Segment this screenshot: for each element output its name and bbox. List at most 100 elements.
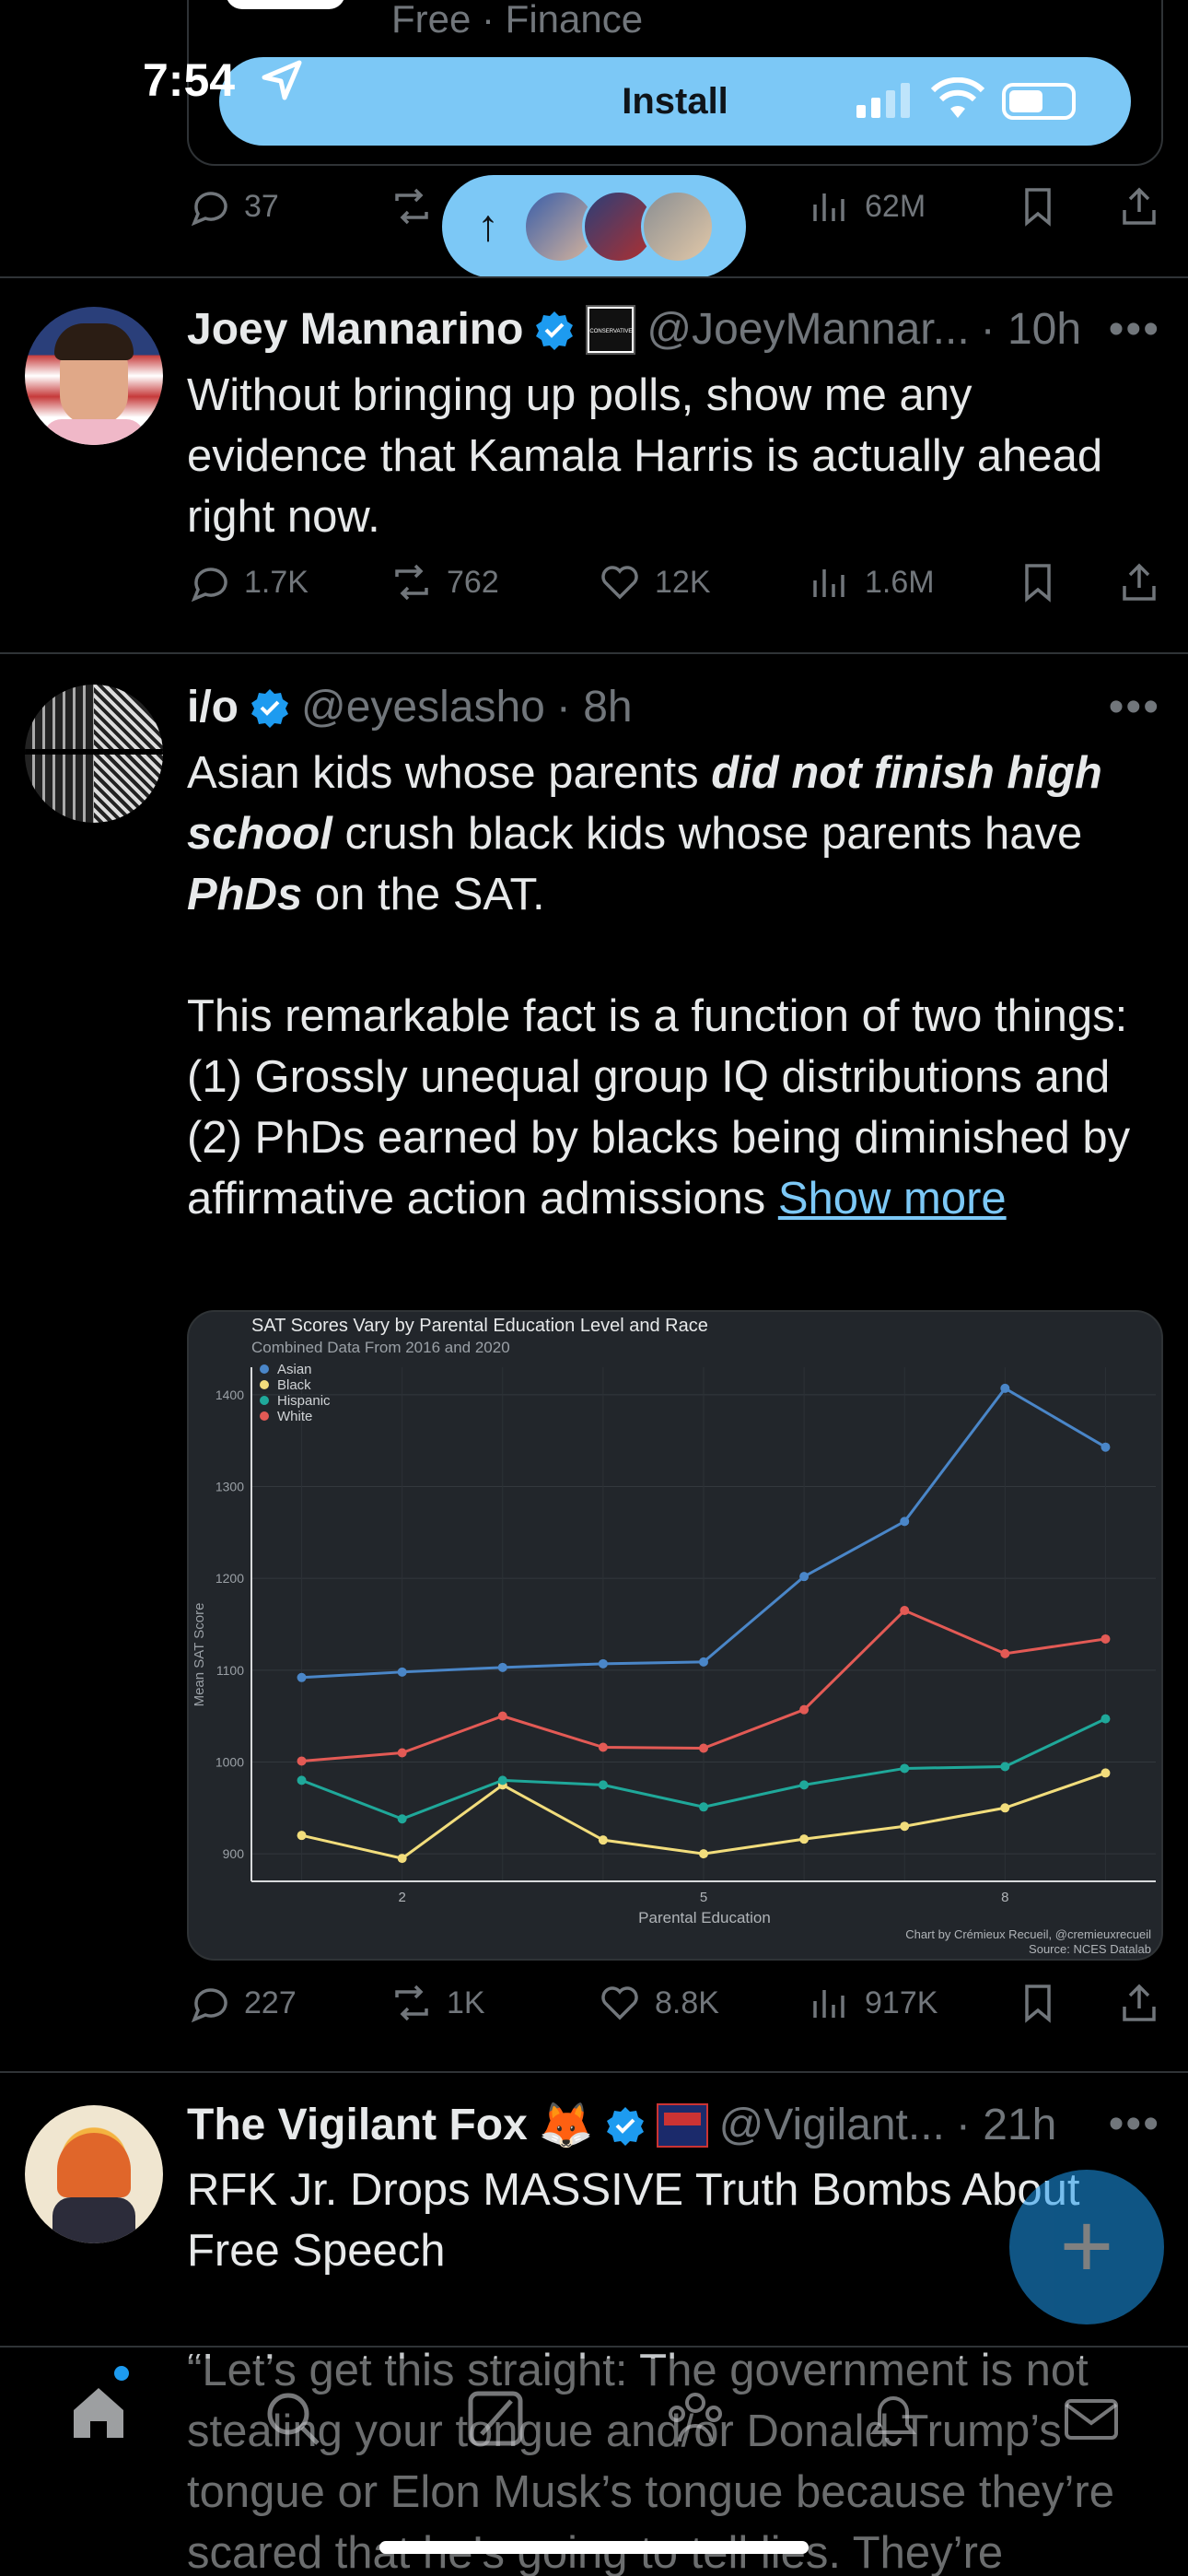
reply-button[interactable]: 1.7K [187, 560, 309, 604]
data-point-black [598, 1835, 608, 1845]
avatar[interactable] [25, 2105, 163, 2243]
data-point-white [900, 1606, 910, 1616]
sat-line-chart: SAT Scores Vary by Parental Education Le… [192, 1316, 1156, 1956]
show-more-link[interactable]: Show more [777, 1174, 1007, 1224]
install-banner-button[interactable]: Install [219, 57, 1131, 146]
views-icon [813, 1990, 844, 2018]
avatar[interactable] [25, 307, 163, 445]
x-tick-label: 8 [1001, 1890, 1008, 1905]
chart-ylabel: Mean SAT Score [192, 1603, 207, 1707]
reply-count: 227 [244, 1985, 297, 2020]
previous-tweet-card[interactable]: Free · Finance [187, 0, 1163, 166]
author-name[interactable]: Joey Mannarino [187, 305, 524, 354]
data-point-hispanic [497, 1775, 507, 1786]
chart-title: SAT Scores Vary by Parental Education Le… [251, 1316, 708, 1336]
more-options-icon[interactable]: ••• [1108, 2100, 1160, 2149]
repost-icon [395, 1985, 428, 2021]
data-point-black [1000, 1803, 1010, 1813]
quote-text: “Let’s get this straight: The government… [187, 2346, 1114, 2576]
avatar[interactable] [25, 685, 163, 823]
x-tick-label: 2 [398, 1890, 405, 1905]
share-button[interactable] [1117, 1981, 1161, 2025]
status-time: 7:54 [143, 54, 236, 106]
home-icon[interactable] [66, 2381, 131, 2445]
repost-button[interactable]: 762 [390, 560, 499, 604]
chart-image[interactable]: SAT Scores Vary by Parental Education Le… [187, 1310, 1163, 1961]
like-button[interactable]: 12K [598, 560, 711, 604]
chart-axes: 900 1000 1100 1200 1300 1400 2 5 8 [215, 1367, 1156, 1905]
location-arrow-icon [262, 60, 302, 100]
repost-button[interactable]: 1K [390, 1981, 485, 2025]
share-icon [1123, 1984, 1156, 2021]
chart-xlabel: Parental Education [638, 1909, 771, 1926]
tweet-text: Asian kids whose parents did not finish … [187, 748, 1131, 1224]
share-button[interactable] [1117, 560, 1161, 604]
communities-icon[interactable] [663, 2386, 728, 2451]
grok-icon[interactable] [463, 2386, 528, 2451]
affiliation-badge: CONSERVATIVE [586, 304, 636, 355]
bookmark-button[interactable] [1016, 1981, 1060, 2025]
legend-label-white: White [277, 1409, 312, 1424]
reply-button[interactable]: 227 [187, 1981, 297, 2025]
y-tick-label: 1100 [216, 1663, 244, 1678]
data-point-hispanic [1101, 1714, 1111, 1724]
repost-button[interactable] [390, 184, 434, 228]
legend-marker-white [260, 1411, 269, 1421]
author-handle: @JoeyMannar... [646, 305, 970, 354]
data-point-hispanic [397, 1814, 407, 1824]
prev-tweet-actions: 37 62M [187, 184, 1188, 249]
more-options-icon[interactable]: ••• [1108, 683, 1160, 732]
reply-count: 1.7K [244, 564, 309, 600]
data-point-asian [799, 1572, 809, 1582]
legend-label-hispanic: Hispanic [277, 1393, 331, 1409]
repost-count: 1K [447, 1985, 485, 2020]
author-name[interactable]: The Vigilant Fox [187, 2101, 528, 2149]
views-button[interactable]: 917K [808, 1981, 938, 2025]
bookmark-button[interactable] [1016, 560, 1060, 604]
data-point-hispanic [900, 1763, 910, 1774]
data-point-hispanic [598, 1780, 608, 1790]
search-icon[interactable] [261, 2386, 325, 2451]
data-point-asian [397, 1667, 407, 1677]
repost-icon [395, 564, 428, 601]
bookmark-button[interactable] [1016, 184, 1060, 228]
tweet-text: Without bringing up polls, show me any e… [187, 370, 1103, 542]
data-point-hispanic [1000, 1762, 1010, 1772]
bell-icon[interactable] [861, 2386, 926, 2451]
data-point-white [1101, 1633, 1111, 1644]
share-button[interactable] [1117, 184, 1161, 228]
data-point-white [397, 1748, 407, 1758]
reply-button[interactable]: 37 [187, 184, 279, 228]
affiliation-badge [656, 2102, 708, 2148]
reply-icon [191, 568, 227, 603]
app-icon [226, 0, 345, 9]
verified-badge-icon [606, 2106, 644, 2146]
chart-credit: Chart by Crémieux Recueil, @cremieuxrecu… [905, 1927, 1151, 1941]
views-button[interactable]: 62M [808, 184, 926, 228]
card-subtitle: Free · Finance [391, 0, 644, 41]
data-point-black [900, 1821, 910, 1832]
more-options-icon[interactable]: ••• [1108, 305, 1160, 354]
battery-icon [1002, 83, 1076, 120]
heart-icon [601, 566, 638, 600]
cellular-signal-icon [851, 83, 910, 118]
share-icon [1123, 563, 1156, 601]
compose-button[interactable]: + [1009, 2170, 1164, 2324]
new-posts-pill[interactable]: ↑ [442, 175, 746, 278]
mail-icon[interactable] [1059, 2386, 1124, 2451]
data-point-black [297, 1831, 307, 1841]
divider [0, 652, 1188, 654]
repost-count: 762 [447, 564, 499, 600]
data-point-asian [1000, 1383, 1010, 1393]
y-tick-label: 1400 [215, 1388, 244, 1402]
wifi-icon [930, 77, 985, 118]
views-count: 1.6M [865, 564, 935, 600]
data-point-asian [1101, 1442, 1111, 1452]
bookmark-icon [1025, 188, 1051, 227]
fox-emoji: 🦊 [538, 2102, 594, 2150]
like-button[interactable]: 8.8K [598, 1981, 719, 2025]
chart-source: Source: NCES Datalab [1029, 1942, 1151, 1956]
views-button[interactable]: 1.6M [808, 560, 935, 604]
data-point-white [598, 1742, 608, 1752]
author-name[interactable]: i/o [187, 683, 239, 732]
